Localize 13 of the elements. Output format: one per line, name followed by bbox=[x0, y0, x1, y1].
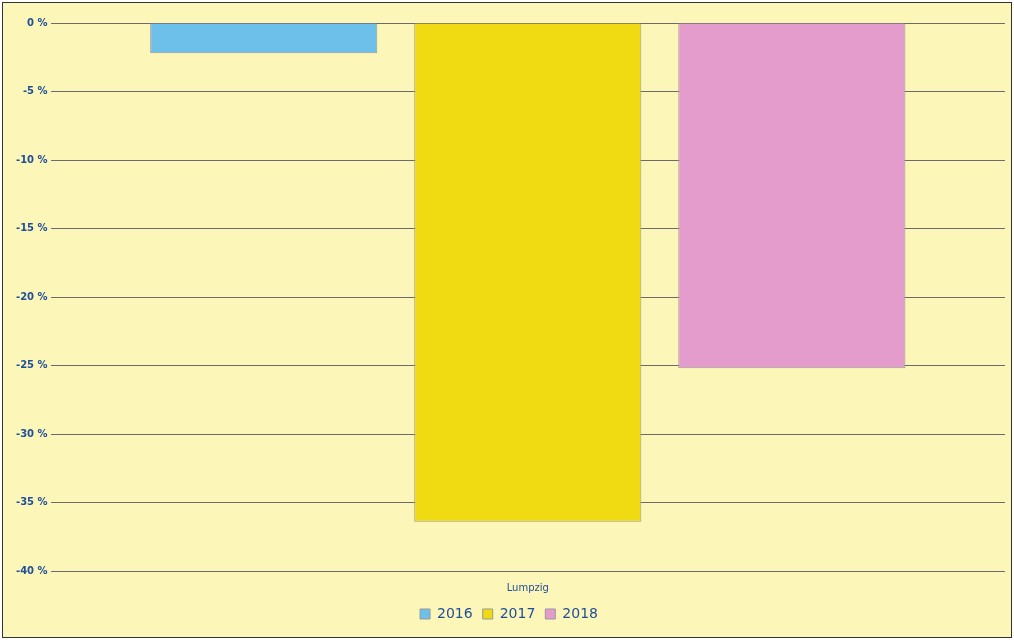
y-tick-label: -30 % bbox=[15, 427, 48, 439]
legend-label: 2016 bbox=[437, 604, 473, 621]
x-tick-label: Lumpzig bbox=[506, 581, 549, 593]
legend-label: 2018 bbox=[562, 604, 598, 621]
legend-label: 2017 bbox=[499, 604, 536, 621]
y-tick-label: -15 % bbox=[15, 222, 48, 234]
y-tick-label: 0 % bbox=[27, 16, 48, 28]
y-tick-label: -10 % bbox=[15, 153, 48, 165]
y-tick-label: -5 % bbox=[22, 85, 48, 97]
y-tick-label: -25 % bbox=[15, 359, 48, 371]
y-tick-label: -40 % bbox=[15, 564, 48, 576]
y-tick-label: -20 % bbox=[15, 290, 48, 302]
y-tick-label: -35 % bbox=[15, 496, 48, 508]
